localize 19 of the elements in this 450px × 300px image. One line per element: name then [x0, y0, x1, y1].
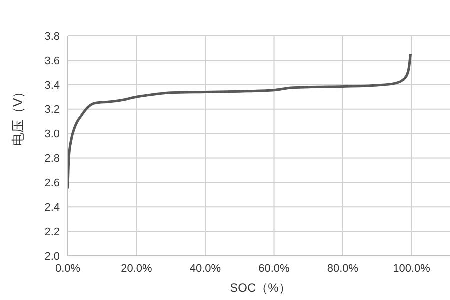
y-tick-label: 2.2	[44, 226, 60, 238]
x-axis-title: SOC（%）	[230, 281, 291, 295]
x-tick-label: 40.0%	[190, 262, 222, 275]
line-series	[68, 53, 412, 190]
y-tick-label: 3.4	[44, 80, 60, 92]
y-tick-label: 2.0	[44, 250, 60, 263]
x-tick-label: 0.0%	[55, 262, 81, 275]
y-tick-label: 2.4	[44, 202, 60, 214]
y-tick-label: 3.0	[44, 128, 60, 141]
x-tick-label: 100.0%	[393, 262, 431, 275]
x-tick-label: 80.0%	[327, 262, 359, 275]
y-axis-title: 电压（V）	[10, 85, 26, 146]
x-tick-label: 60.0%	[258, 262, 290, 275]
x-tick-label: 20.0%	[121, 262, 153, 275]
y-tick-label: 2.6	[44, 178, 60, 190]
y-tick-label: 2.8	[44, 153, 60, 166]
y-tick-label: 3.6	[44, 55, 60, 68]
y-tick-label: 3.2	[44, 104, 60, 116]
y-tick-label: 3.8	[44, 30, 60, 43]
